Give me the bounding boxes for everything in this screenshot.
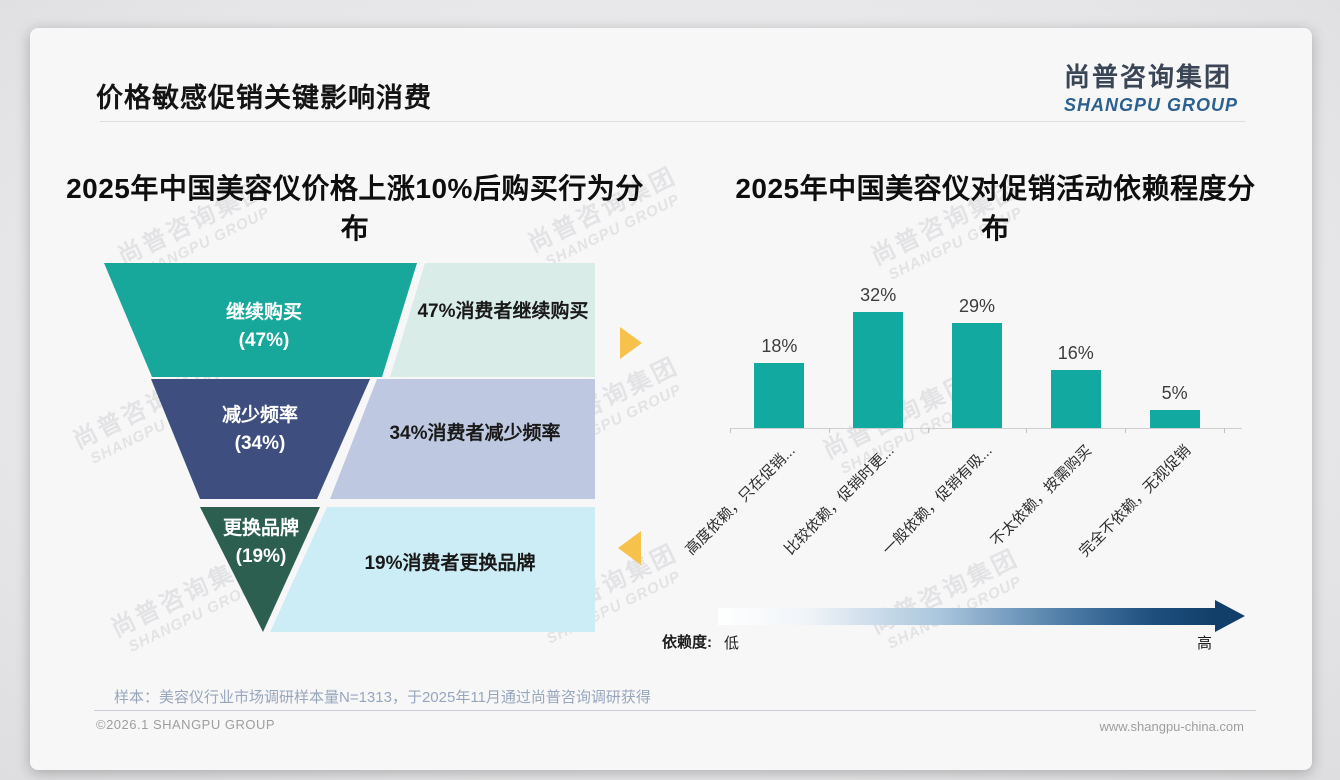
axis-tick [1125,428,1127,433]
dependency-low-label: 低 [724,635,740,652]
funnel-label-1-value: (47%) [238,330,290,351]
bar [1149,410,1200,428]
bar-value-label: 18% [761,336,798,356]
yellow-arrow-right-icon [620,327,642,359]
axis-tick [828,428,830,433]
funnel-label-2-text: 减少频率 [221,405,298,426]
bar-chart-title: 2025年中国美容仪对促销活动依赖程度分布 [735,173,1256,244]
bar-value-label: 5% [1161,383,1188,403]
funnel-label-2: 减少频率 (34%) [180,402,340,458]
funnel-note-2: 34%消费者减少频率 [389,423,561,444]
funnel-label-3-value: (19%) [235,546,287,567]
page-title: 价格敏感促销关键影响消费 [96,83,432,113]
footer-copyright: ©2026.1 SHANGPU GROUP [96,717,276,732]
funnel-segment-3 [200,507,320,632]
funnel-label-2-value: (34%) [234,433,286,454]
logo-en-text: SHANGPU GROUP [1063,95,1238,115]
dependency-gradient-bar [718,608,1215,625]
funnel-segment-2 [151,379,370,499]
funnel-chart [104,263,595,632]
funnel-label-3: 更换品牌 (19%) [181,515,341,571]
funnel-note-3: 19%消费者更换品牌 [364,553,536,574]
yellow-arrow-left-icon [618,531,641,565]
logo-cn-text: 尚普咨询集团 [1063,62,1232,92]
header-divider [100,121,1246,122]
axis-tick [927,428,929,433]
footer-website: www.shangpu-china.com [1099,719,1244,734]
bar [952,323,1002,428]
bar-value-label: 16% [1057,343,1094,363]
funnel-panel-2 [330,379,595,499]
footer-divider [94,710,1256,711]
funnel-panel-1 [390,263,595,377]
funnel-panel-3 [270,507,595,632]
dependency-high-label: 高 [1197,635,1213,652]
funnel-segment-1 [104,263,417,377]
bar-value-label: 32% [860,285,897,305]
bar-chart-x-axis [730,428,1242,429]
funnel-note-1: 47%消费者继续购买 [417,301,589,322]
bar [853,312,904,428]
company-logo: 尚普咨询集团 SHANGPU GROUP [1064,57,1238,116]
bar [754,363,805,428]
axis-tick [1026,428,1028,433]
dependency-axis-label: 依赖度: [662,634,712,651]
axis-tick [730,428,731,433]
sample-footnote: 样本：美容仪行业市场调研样本量N=1313，于2025年11月通过尚普咨询调研获… [114,689,651,706]
dependency-arrowhead-icon [1215,600,1245,632]
axis-tick [1224,428,1225,433]
bar [1050,370,1101,428]
funnel-label-3-text: 更换品牌 [222,518,299,539]
funnel-chart-title: 2025年中国美容仪价格上涨10%后购买行为分布 [66,173,644,244]
bar-value-label: 29% [958,296,996,316]
funnel-label-1: 继续购买 (47%) [184,299,344,355]
funnel-label-1-text: 继续购买 [225,302,302,323]
